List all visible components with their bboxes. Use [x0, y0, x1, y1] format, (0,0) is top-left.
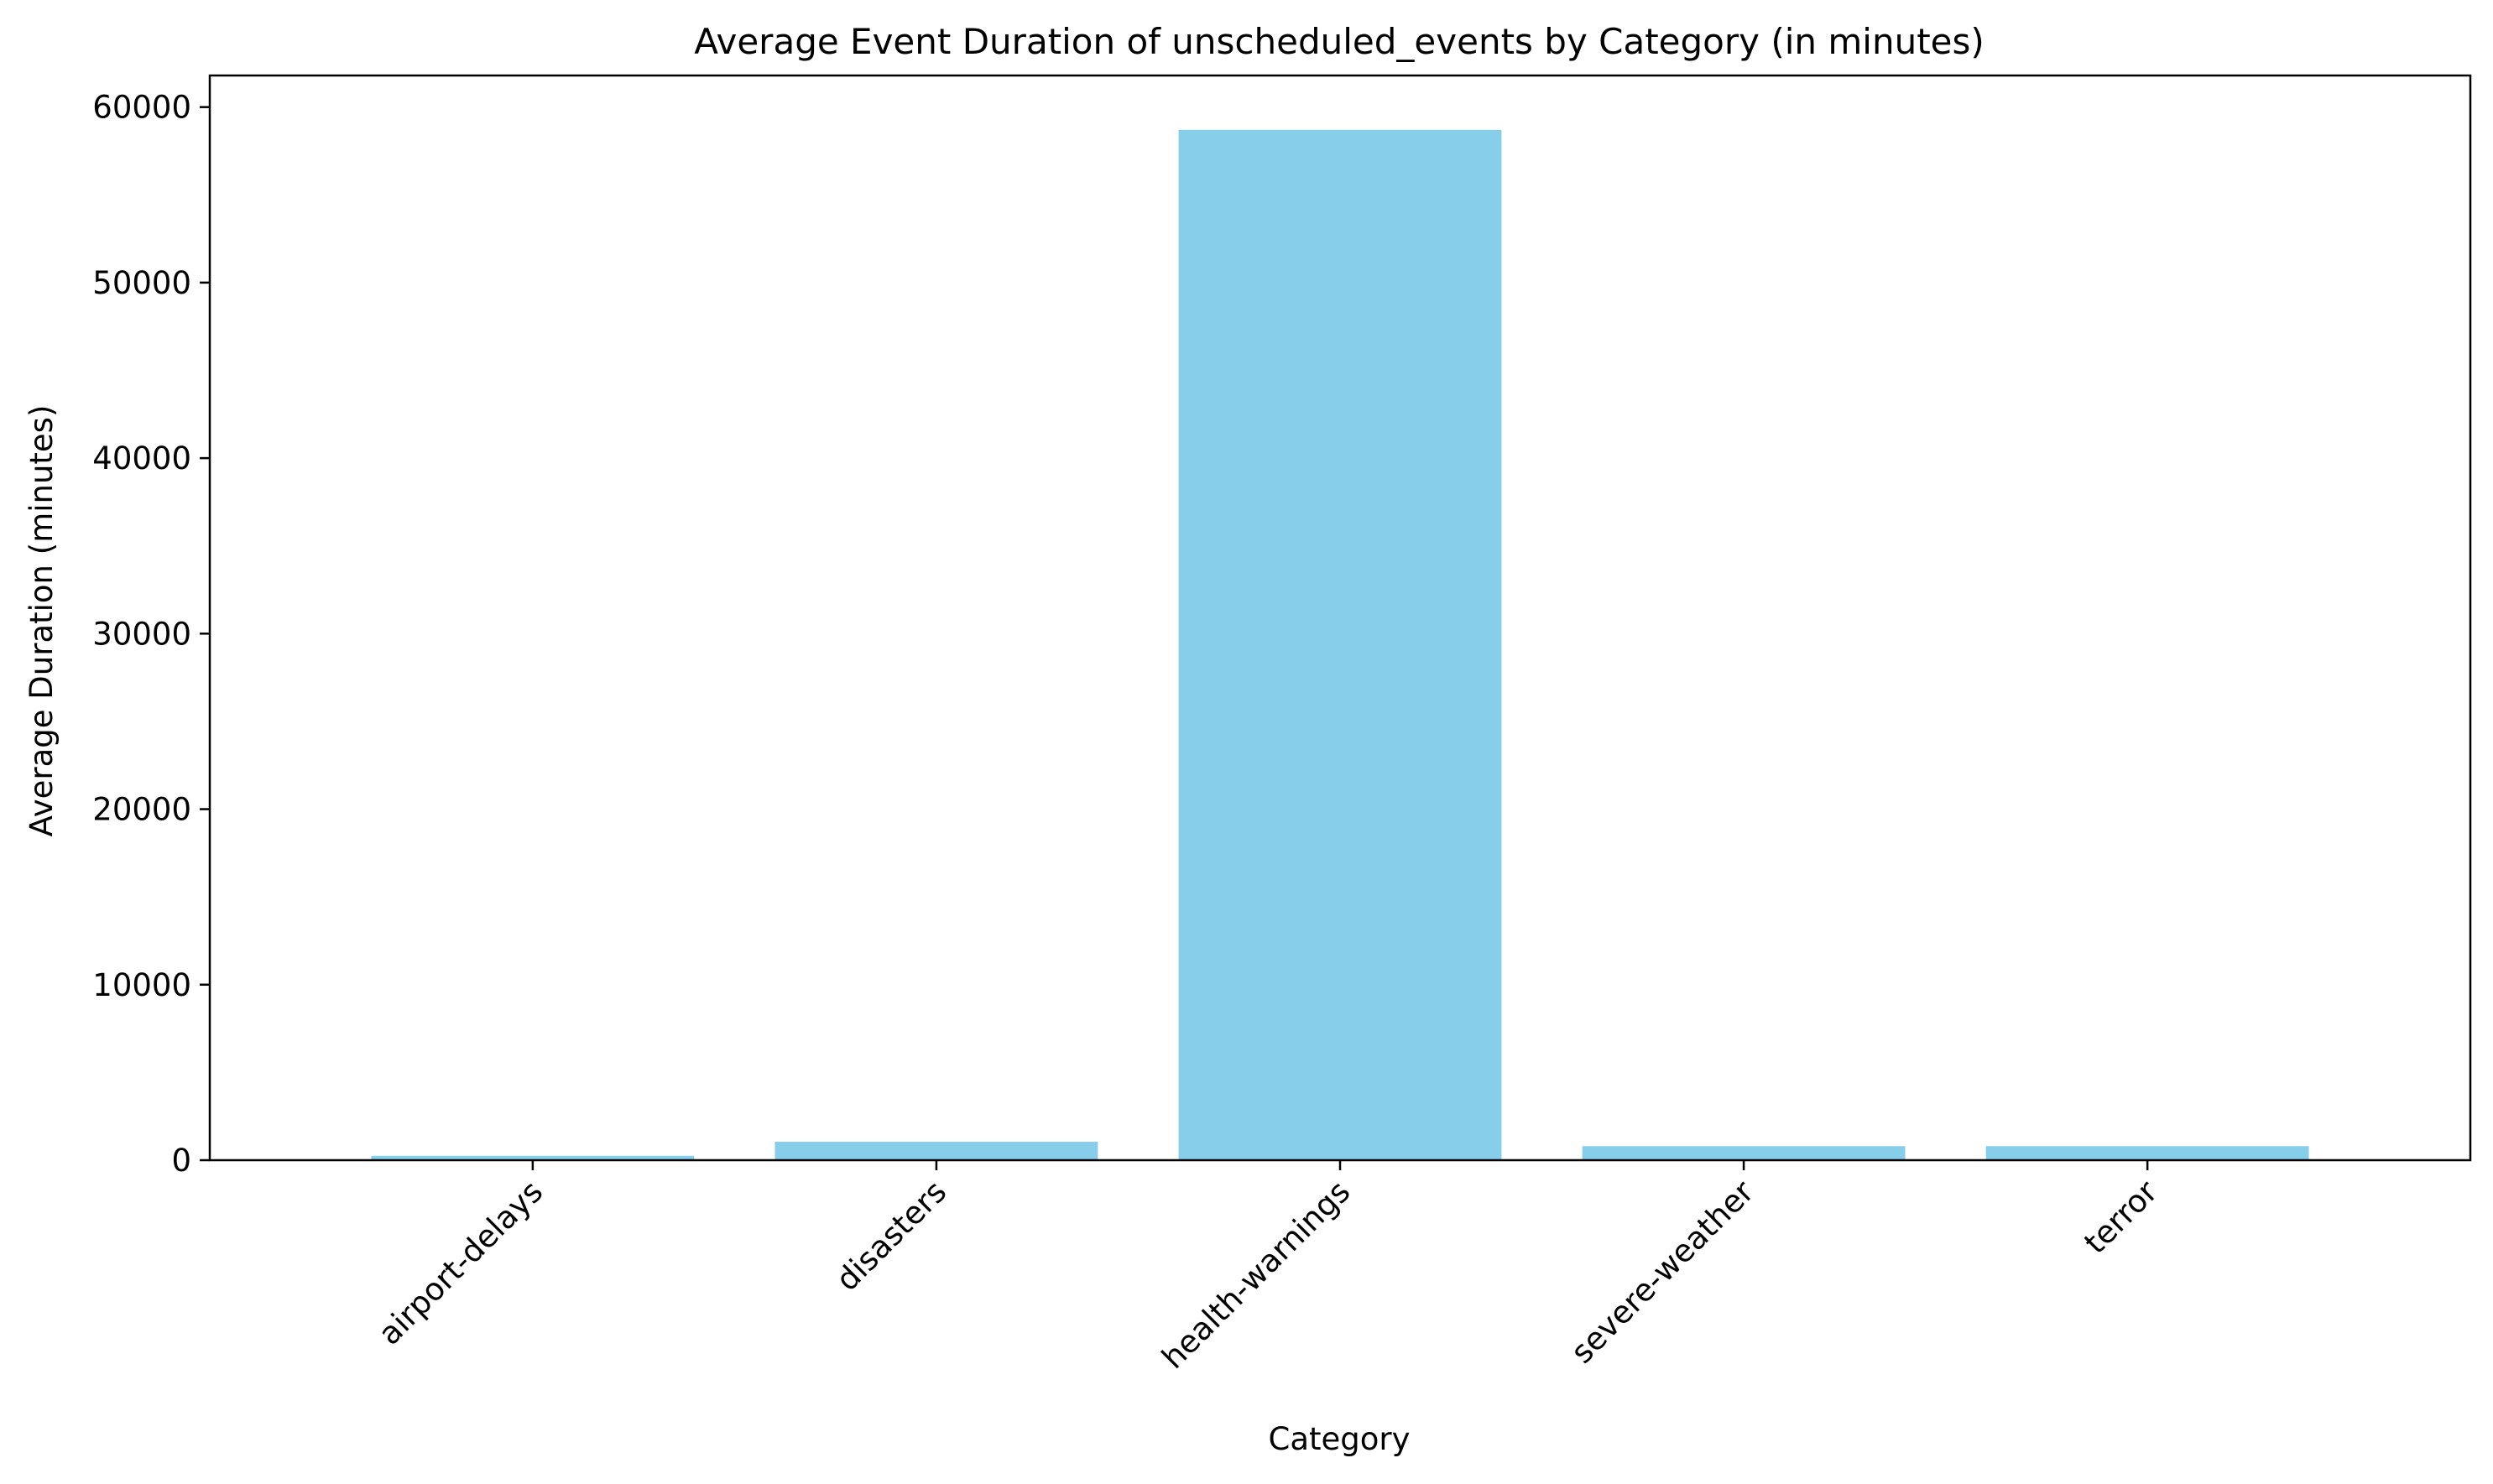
y-tick-label: 30000	[92, 616, 191, 652]
y-tick-label: 0	[171, 1143, 191, 1179]
y-tick-label: 10000	[92, 967, 191, 1003]
y-axis-label: Average Duration (minutes)	[23, 405, 60, 837]
bar-disasters	[774, 1142, 1098, 1160]
y-tick-label: 20000	[92, 792, 191, 828]
bars-layer	[371, 129, 2309, 1160]
bar-airport-delays	[371, 1155, 695, 1160]
y-axis-ticks: 0 10000 20000 30000 40000 50000 60000	[92, 90, 210, 1179]
bar-terror	[1985, 1146, 2309, 1160]
y-tick-label: 60000	[92, 90, 191, 126]
chart-title: Average Event Duration of unscheduled_ev…	[694, 21, 1984, 62]
plot-frame	[208, 74, 2472, 1162]
y-tick-label: 50000	[92, 265, 191, 301]
bar-severe-weather	[1582, 1146, 1906, 1160]
bar-health-warnings	[1178, 129, 1502, 1160]
x-axis-label: Category	[1268, 1421, 1410, 1457]
y-tick-label: 40000	[92, 440, 191, 476]
